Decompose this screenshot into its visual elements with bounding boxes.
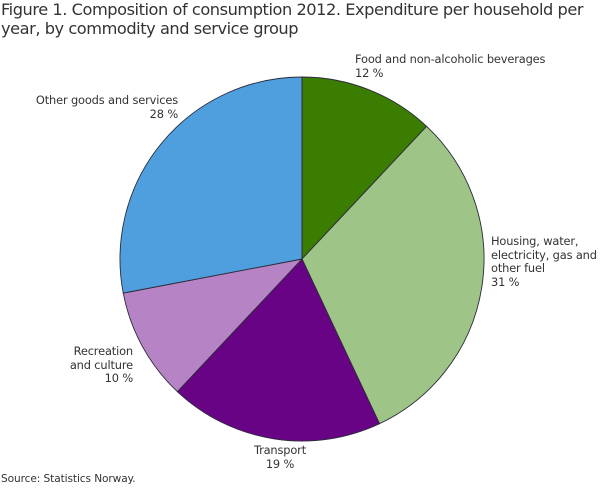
label-housing-name-2: electricity, gas and [491,247,597,262]
label-recreation: Recreation and culture 10 % [69,344,134,386]
label-transport: Transport 19 % [240,443,320,471]
label-food-value: 12 % [355,65,384,80]
label-transport-name: Transport [253,443,307,457]
pie-slice-housing [301,125,485,425]
label-housing: Housing, water, electricity, gas and oth… [491,234,597,289]
source-note: Source: Statistics Norway. [1,473,136,485]
label-food-name: Food and non-alcoholic beverages [355,52,546,66]
label-recreation-value: 10 % [104,371,133,385]
chart-title-line-2: year, by commodity and service group [1,19,299,38]
pie-slice-transport [176,258,380,442]
label-housing-value: 31 % [491,274,520,289]
label-transport-value: 19 % [265,456,295,471]
chart-title: Figure 1. Composition of consumption 201… [1,0,606,38]
label-recreation-name-1: Recreation [73,344,134,358]
label-recreation-name-2: and culture [69,357,133,372]
pie-slice-recreation [122,258,303,393]
pie-slice-food [301,76,428,260]
label-food: Food and non-alcoholic beverages 12 % [355,52,546,80]
label-other: Other goods and services 28 % [35,93,178,121]
label-housing-name-3: other fuel [491,261,545,275]
label-housing-name-1: Housing, water, [491,234,579,248]
label-other-value: 28 % [149,106,178,121]
label-other-name: Other goods and services [35,93,178,107]
chart-title-line-1: Figure 1. Composition of consumption 201… [1,0,584,19]
pie-slice-other [119,76,303,294]
